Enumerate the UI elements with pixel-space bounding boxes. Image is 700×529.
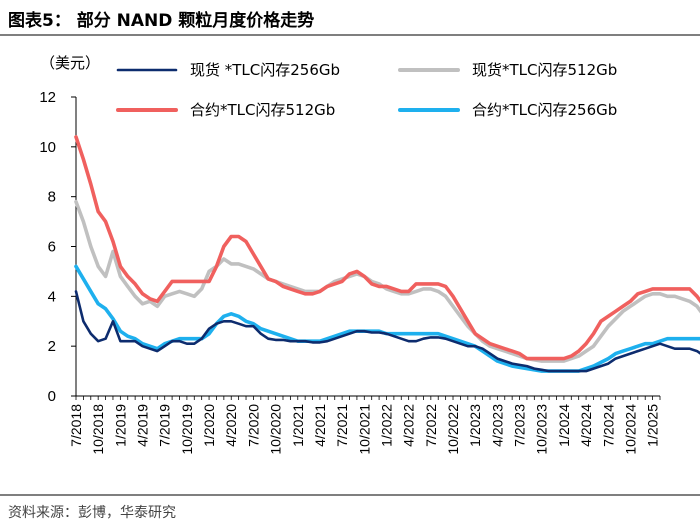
x-tick-label: 4/2019 <box>135 404 151 447</box>
legend-label-3: 合约*TLC闪存512Gb <box>190 101 335 119</box>
x-tick-label: 7/2018 <box>68 404 84 447</box>
legend-label-2: 现货*TLC闪存512Gb <box>472 61 617 79</box>
figure-title: 图表5： 部分 NAND 颗粒月度价格走势 <box>8 11 315 31</box>
chart-legend: 现货 *TLC闪存256Gb 现货*TLC闪存512Gb 合约*TLC闪存512Gb… <box>116 61 617 119</box>
x-tick-label: 10/2020 <box>268 404 284 455</box>
x-tick-label: 10/2021 <box>356 404 372 455</box>
x-tick-label: 7/2024 <box>600 404 616 447</box>
series-line-4 <box>74 264 700 373</box>
x-tick-label: 10/2022 <box>445 404 461 455</box>
y-tick-label: 10 <box>39 139 56 156</box>
chart-axes: （美元） 0 2 4 6 8 10 12 7/2018 10/2018 1/2019 4/2019 7/… <box>39 54 660 455</box>
x-tick-label: 1/2025 <box>645 404 661 447</box>
x-tick-label: 1/2019 <box>112 404 128 447</box>
x-tick-label: 4/2022 <box>401 404 417 447</box>
x-tick-label: 4/2020 <box>223 404 239 447</box>
x-tick-label: 1/2021 <box>290 404 306 447</box>
x-tick-label: 1/2024 <box>556 404 572 447</box>
x-tick-label: 10/2023 <box>534 404 550 455</box>
x-tick-label: 10/2018 <box>90 404 106 455</box>
x-tick-label: 4/2023 <box>489 404 505 447</box>
y-tick-label: 8 <box>48 189 56 206</box>
x-tick-label: 7/2023 <box>512 404 528 447</box>
y-tick-label: 4 <box>48 288 56 305</box>
x-tick-label: 7/2020 <box>245 404 261 447</box>
x-tick-label: 10/2019 <box>179 404 195 455</box>
y-tick-label: 6 <box>48 239 56 256</box>
x-tick-label: 7/2021 <box>334 404 350 447</box>
series-line-3 <box>74 135 700 361</box>
y-tick-label: 12 <box>39 89 56 106</box>
x-tick-label: 1/2022 <box>378 404 394 447</box>
source-divider <box>0 494 700 496</box>
y-tick-label: 2 <box>48 338 56 355</box>
chart-series <box>74 135 700 373</box>
x-tick-label: 1/2020 <box>201 404 217 447</box>
x-tick-label: 7/2022 <box>423 404 439 447</box>
series-line-2 <box>74 199 700 363</box>
x-tick-label: 4/2021 <box>312 404 328 447</box>
x-tick-label: 7/2019 <box>157 404 173 447</box>
legend-label-4: 合约*TLC闪存256Gb <box>472 101 617 119</box>
title-bar: 图表5： 部分 NAND 颗粒月度价格走势 <box>0 0 700 36</box>
series-line-1 <box>74 290 700 373</box>
x-tick-label: 10/2024 <box>622 404 638 455</box>
x-tick-label: 1/2023 <box>467 404 483 447</box>
y-tick-label: 0 <box>48 388 56 405</box>
y-axis-unit-label: （美元） <box>40 54 100 72</box>
x-tick-label: 4/2024 <box>578 404 594 447</box>
legend-label-1: 现货 *TLC闪存256Gb <box>190 61 340 79</box>
source-note: 资料来源：彭博，华泰研究 <box>8 505 176 521</box>
